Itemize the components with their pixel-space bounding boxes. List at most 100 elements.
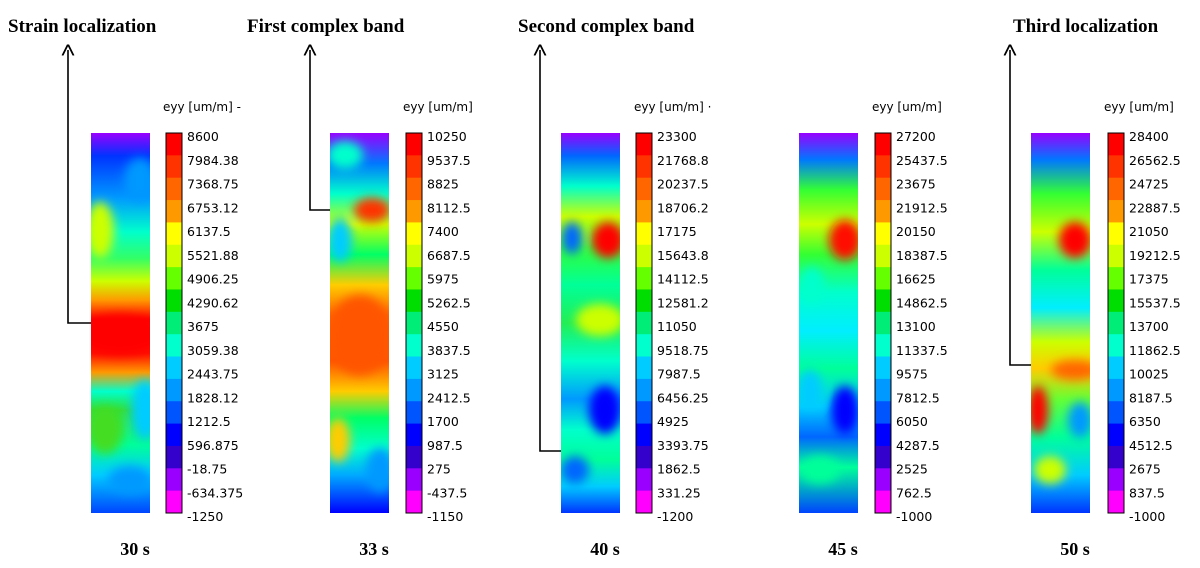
- annotation-second-complex-band: Second complex band: [518, 16, 695, 37]
- colorbar-segment: [875, 356, 891, 380]
- colorbar-segment: [1108, 289, 1124, 313]
- colorbar-segment: [875, 401, 891, 424]
- colorbar-segment: [406, 378, 422, 402]
- colorbar-segment: [636, 311, 652, 335]
- colorbar-tick-label: 9575: [896, 367, 928, 382]
- colorbar-frame: [405, 132, 423, 514]
- colorbar-segment: [1108, 267, 1124, 290]
- colorbar-tick-label: 275: [427, 462, 451, 477]
- colorbar-segment: [166, 200, 182, 223]
- colorbar-segment: [636, 133, 652, 156]
- annotation-strain-localization: Strain localization: [8, 16, 157, 37]
- colorbar-segment: [636, 378, 652, 402]
- colorbar-tick-label: 22887.5: [1129, 200, 1181, 215]
- colorbar-segment: [636, 177, 652, 201]
- colorbar-tick-label: 6753.12: [187, 200, 239, 215]
- colorbar-tick-label: 6350: [1129, 414, 1161, 429]
- colorbar-tick-label: 17375: [1129, 272, 1169, 287]
- colorbar-tick-label: 3837.5: [427, 343, 471, 358]
- colorbar-tick-label: 25437.5: [896, 153, 948, 168]
- colorbar-tick-label: 4925: [657, 414, 689, 429]
- colorbar-segment: [166, 311, 182, 335]
- annotation-third-localization: Third localization: [1013, 16, 1159, 37]
- colorbar-segment: [875, 222, 891, 246]
- colorbar-segment: [1108, 490, 1124, 514]
- colorbar-tick-label: 18387.5: [896, 248, 948, 263]
- colorbar-segment: [166, 155, 182, 179]
- colorbar-segment: [166, 423, 182, 447]
- colorbar-tick-label: 6050: [896, 414, 928, 429]
- colorbar-tick-label: 8112.5: [427, 200, 471, 215]
- colorbar-segment: [636, 401, 652, 424]
- colorbar-tick-label: 987.5: [427, 438, 463, 453]
- colorbar-segment: [1108, 468, 1124, 492]
- colorbar-tick-label: 2675: [1129, 462, 1161, 477]
- colorbar-segment: [1108, 378, 1124, 402]
- colorbar-segment: [1108, 311, 1124, 335]
- colorbar-segment: [636, 334, 652, 357]
- colorbar-segment: [166, 356, 182, 380]
- colorbar-tick-label: 5975: [427, 272, 459, 287]
- colorbar-tick-label: 1862.5: [657, 462, 701, 477]
- colorbar-tick-label: 7400: [427, 224, 459, 239]
- colorbar-title: eyy [um/m] ·: [634, 100, 711, 114]
- colorbar-segment: [875, 468, 891, 492]
- colorbar-tick-label: 4512.5: [1129, 438, 1173, 453]
- colorbar-tick-label: 13100: [896, 319, 936, 334]
- colorbar-segment: [636, 267, 652, 290]
- colorbar-tick-label: 2412.5: [427, 390, 471, 405]
- colorbar-segment: [166, 289, 182, 313]
- colorbar-tick-label: 23300: [657, 129, 697, 144]
- colorbar-tick-label: 14112.5: [657, 272, 709, 287]
- colorbar-tick-label: 9537.5: [427, 153, 471, 168]
- colorbar-segment: [406, 200, 422, 223]
- colorbar-tick-label: -634.375: [187, 485, 243, 500]
- colorbar-tick-label: 4906.25: [187, 272, 239, 287]
- colorbar-tick-label: 8600: [187, 129, 219, 144]
- colorbar-segment: [1108, 244, 1124, 268]
- colorbar-tick-label: 3675: [187, 319, 219, 334]
- colorbar-segment: [166, 133, 182, 156]
- colorbar-segment: [406, 244, 422, 268]
- colorbar-segment: [406, 401, 422, 424]
- colorbar-segment: [166, 378, 182, 402]
- colorbar-tick-label: 1212.5: [187, 414, 231, 429]
- colorbar-tick-label: 6456.25: [657, 390, 709, 405]
- colorbar-tick-label: 18706.2: [657, 200, 709, 215]
- colorbar-tick-label: 2525: [896, 462, 928, 477]
- colorbar-segment: [1108, 133, 1124, 156]
- colorbar-tick-label: 15643.8: [657, 248, 709, 263]
- colorbar-tick-label: 21050: [1129, 224, 1169, 239]
- colorbar-tick-label: 24725: [1129, 177, 1169, 192]
- colorbar-tick-label: 4287.5: [896, 438, 940, 453]
- colorbar-segment: [875, 200, 891, 223]
- leader-arrow-strain: [68, 50, 91, 324]
- colorbar-segment: [636, 468, 652, 492]
- colorbar-tick-label: 331.25: [657, 485, 701, 500]
- colorbar-segment: [406, 133, 422, 156]
- colorbar-segment: [1108, 222, 1124, 246]
- colorbar-tick-label: 1828.12: [187, 390, 239, 405]
- colorbar-segment: [636, 222, 652, 246]
- colorbar-tick-label: 6137.5: [187, 224, 231, 239]
- colorbar-tick-label: 21768.8: [657, 153, 709, 168]
- colorbar-segment: [1108, 155, 1124, 179]
- colorbar-tick-label: 20150: [896, 224, 936, 239]
- colorbar-tick-label: 11050: [657, 319, 697, 334]
- colorbar-tick-label: 5521.88: [187, 248, 239, 263]
- colorbar-tick-label: 11337.5: [896, 343, 948, 358]
- colorbar-segment: [875, 133, 891, 156]
- colorbar-segment: [636, 445, 652, 469]
- colorbar-tick-label: 28400: [1129, 129, 1169, 144]
- colorbar-segment: [875, 311, 891, 335]
- colorbar-tick-label: 9518.75: [657, 343, 709, 358]
- colorbar-segment: [406, 423, 422, 447]
- colorbar-tick-label: 13700: [1129, 319, 1169, 334]
- colorbar-tick-label: -1000: [1129, 509, 1165, 524]
- colorbar-tick-label: 596.875: [187, 438, 239, 453]
- colorbar-title: eyy [um/m]: [872, 100, 942, 114]
- colorbar-tick-label: -1200: [657, 509, 693, 524]
- colorbar-tick-label: -18.75: [187, 462, 227, 477]
- colorbar-segment: [406, 222, 422, 246]
